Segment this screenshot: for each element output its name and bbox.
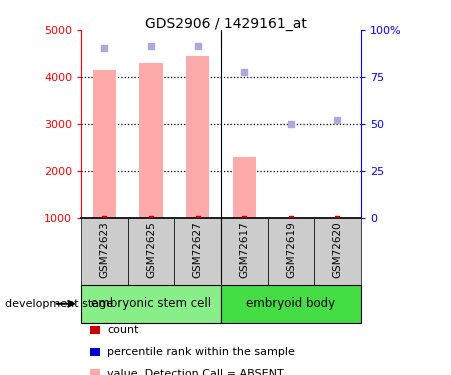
Point (334, 117, 341, 123)
Bar (139, 63, 163, 217)
Text: development stage: development stage (5, 299, 113, 309)
Bar (314, 217, 361, 285)
Text: percentile rank within the sample: percentile rank within the sample (107, 347, 295, 357)
Bar (81, 285, 221, 322)
Text: GSM72619: GSM72619 (286, 221, 296, 278)
Bar (221, 217, 267, 285)
Bar (93, 70, 116, 217)
Bar (279, 217, 303, 220)
Point (287, 214, 295, 220)
Point (194, 214, 201, 220)
Text: embryonic stem cell: embryonic stem cell (91, 297, 211, 310)
Point (287, 121, 295, 127)
Bar (81, 217, 128, 285)
Bar (128, 217, 175, 285)
Bar (233, 157, 256, 218)
Point (147, 214, 155, 220)
Bar (186, 56, 209, 217)
Point (101, 214, 108, 220)
Point (241, 69, 248, 75)
Bar (175, 217, 221, 285)
Text: count: count (107, 325, 138, 335)
Bar (221, 285, 361, 322)
Text: GSM72623: GSM72623 (100, 221, 110, 278)
Text: GSM72620: GSM72620 (332, 221, 342, 278)
Bar (326, 217, 349, 220)
Text: embryoid body: embryoid body (246, 297, 336, 310)
Text: GSM72625: GSM72625 (146, 221, 156, 278)
Text: GSM72617: GSM72617 (239, 221, 249, 278)
Point (194, 43, 201, 49)
Point (334, 214, 341, 220)
Point (101, 45, 108, 51)
Text: GSM72627: GSM72627 (193, 221, 202, 278)
Point (241, 214, 248, 220)
Text: value, Detection Call = ABSENT: value, Detection Call = ABSENT (107, 369, 284, 375)
Point (147, 44, 155, 50)
Text: GDS2906 / 1429161_at: GDS2906 / 1429161_at (145, 17, 306, 31)
Bar (267, 217, 314, 285)
